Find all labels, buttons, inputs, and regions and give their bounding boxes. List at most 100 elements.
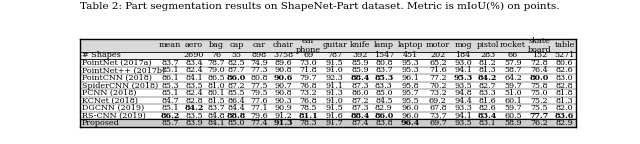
Text: 60.5: 60.5 <box>504 112 522 120</box>
Text: 202: 202 <box>430 51 445 59</box>
Text: 81.3: 81.3 <box>479 66 497 74</box>
Text: 95.3: 95.3 <box>401 66 419 74</box>
Text: 85.9: 85.9 <box>351 59 369 67</box>
Text: 82.4: 82.4 <box>185 89 203 97</box>
Text: 75.2: 75.2 <box>531 97 548 105</box>
Text: 77.3: 77.3 <box>250 66 268 74</box>
Text: 95.7: 95.7 <box>401 89 419 97</box>
Text: 84.1: 84.1 <box>207 119 225 127</box>
Text: 85.0: 85.0 <box>375 89 392 97</box>
Text: 81.2: 81.2 <box>479 59 497 67</box>
Bar <box>80 120 576 127</box>
Text: 73.7: 73.7 <box>429 112 447 120</box>
Text: 90.8: 90.8 <box>274 66 292 74</box>
Text: 85.9: 85.9 <box>351 66 369 74</box>
Text: 82.8: 82.8 <box>556 82 573 90</box>
Text: 283: 283 <box>480 51 495 59</box>
Text: 84.4: 84.4 <box>228 104 246 112</box>
Text: 69.2: 69.2 <box>429 97 447 105</box>
Text: 90.8: 90.8 <box>274 89 292 97</box>
Text: 94.1: 94.1 <box>454 66 472 74</box>
Text: 95.3: 95.3 <box>401 59 419 67</box>
Text: 83.3: 83.3 <box>375 82 393 90</box>
Text: 76.4: 76.4 <box>531 66 548 74</box>
Text: 79.6: 79.6 <box>250 112 268 120</box>
Text: 79.0: 79.0 <box>207 66 225 74</box>
Text: 77.2: 77.2 <box>429 74 447 82</box>
Text: 69.7: 69.7 <box>429 119 447 127</box>
Text: ear
phone: ear phone <box>296 37 321 54</box>
Text: 57.9: 57.9 <box>504 59 522 67</box>
Text: KCNet (2018): KCNet (2018) <box>82 97 138 105</box>
Text: 96.4: 96.4 <box>401 119 420 127</box>
Bar <box>80 89 576 97</box>
Text: 88.4: 88.4 <box>350 74 369 82</box>
Text: 392: 392 <box>352 51 367 59</box>
Text: 60.1: 60.1 <box>504 97 522 105</box>
Text: 80.6: 80.6 <box>556 59 573 67</box>
Text: 93.5: 93.5 <box>454 82 472 90</box>
Text: 81.8: 81.8 <box>556 89 573 97</box>
Text: 91.2: 91.2 <box>274 112 292 120</box>
Text: 87.7: 87.7 <box>228 66 246 74</box>
Text: 75.5: 75.5 <box>531 104 548 112</box>
Text: 82.6: 82.6 <box>556 66 573 74</box>
Text: 91.7: 91.7 <box>326 119 344 127</box>
Text: 83.6: 83.6 <box>555 112 574 120</box>
Text: laptop: laptop <box>397 41 423 50</box>
Text: 95.3: 95.3 <box>454 74 473 82</box>
Text: 84.2: 84.2 <box>478 74 497 82</box>
Text: # Shapes: # Shapes <box>82 51 121 59</box>
Text: 84.8: 84.8 <box>207 112 225 120</box>
Text: 91.5: 91.5 <box>326 104 344 112</box>
Text: 86.5: 86.5 <box>207 74 225 82</box>
Text: 451: 451 <box>403 51 418 59</box>
Bar <box>80 52 576 59</box>
Text: 83.5: 83.5 <box>185 112 203 120</box>
Text: 3758: 3758 <box>273 51 293 59</box>
Text: 87.3: 87.3 <box>351 104 369 112</box>
Text: cap: cap <box>230 41 244 50</box>
Text: 58.7: 58.7 <box>504 66 522 74</box>
Text: knife: knife <box>349 41 370 50</box>
Bar <box>80 82 576 89</box>
Text: 91.5: 91.5 <box>326 59 344 67</box>
Text: 83.5: 83.5 <box>185 82 203 90</box>
Text: 95.5: 95.5 <box>401 97 419 105</box>
Text: 85.1: 85.1 <box>161 104 179 112</box>
Text: 84.2: 84.2 <box>184 104 204 112</box>
Text: 73.2: 73.2 <box>429 89 447 97</box>
Text: mog: mog <box>454 41 472 50</box>
Text: 86.0: 86.0 <box>227 74 246 82</box>
Text: 88.4: 88.4 <box>350 112 369 120</box>
Text: aero: aero <box>185 41 203 50</box>
Bar <box>80 39 576 52</box>
Text: 82.7: 82.7 <box>479 82 497 90</box>
Text: 83.8: 83.8 <box>375 119 393 127</box>
Text: guitar: guitar <box>322 41 347 50</box>
Text: 82.6: 82.6 <box>479 104 497 112</box>
Text: 85.5: 85.5 <box>228 89 246 97</box>
Text: 85.1: 85.1 <box>161 89 179 97</box>
Text: 83.4: 83.4 <box>478 112 497 120</box>
Text: 77.4: 77.4 <box>250 119 268 127</box>
Text: 96.1: 96.1 <box>401 74 419 82</box>
Text: 75.0: 75.0 <box>531 89 548 97</box>
Text: 89.6: 89.6 <box>274 59 292 67</box>
Text: 82.9: 82.9 <box>556 119 573 127</box>
Text: 86.2: 86.2 <box>161 112 180 120</box>
Text: 95.8: 95.8 <box>401 82 419 90</box>
Text: 94.1: 94.1 <box>454 112 472 120</box>
Text: 75.8: 75.8 <box>531 82 548 90</box>
Text: 90.6: 90.6 <box>273 74 292 82</box>
Text: 83.9: 83.9 <box>185 119 203 127</box>
Text: RS-CNN (2019): RS-CNN (2019) <box>82 112 146 120</box>
Bar <box>80 74 576 82</box>
Text: 76: 76 <box>211 51 221 59</box>
Text: PointNet++ (2017b): PointNet++ (2017b) <box>82 66 165 74</box>
Text: 85.7: 85.7 <box>161 119 179 127</box>
Text: 84.1: 84.1 <box>185 74 203 82</box>
Text: 65.2: 65.2 <box>429 59 447 67</box>
Text: 86.1: 86.1 <box>161 74 179 82</box>
Text: 96.0: 96.0 <box>401 112 419 120</box>
